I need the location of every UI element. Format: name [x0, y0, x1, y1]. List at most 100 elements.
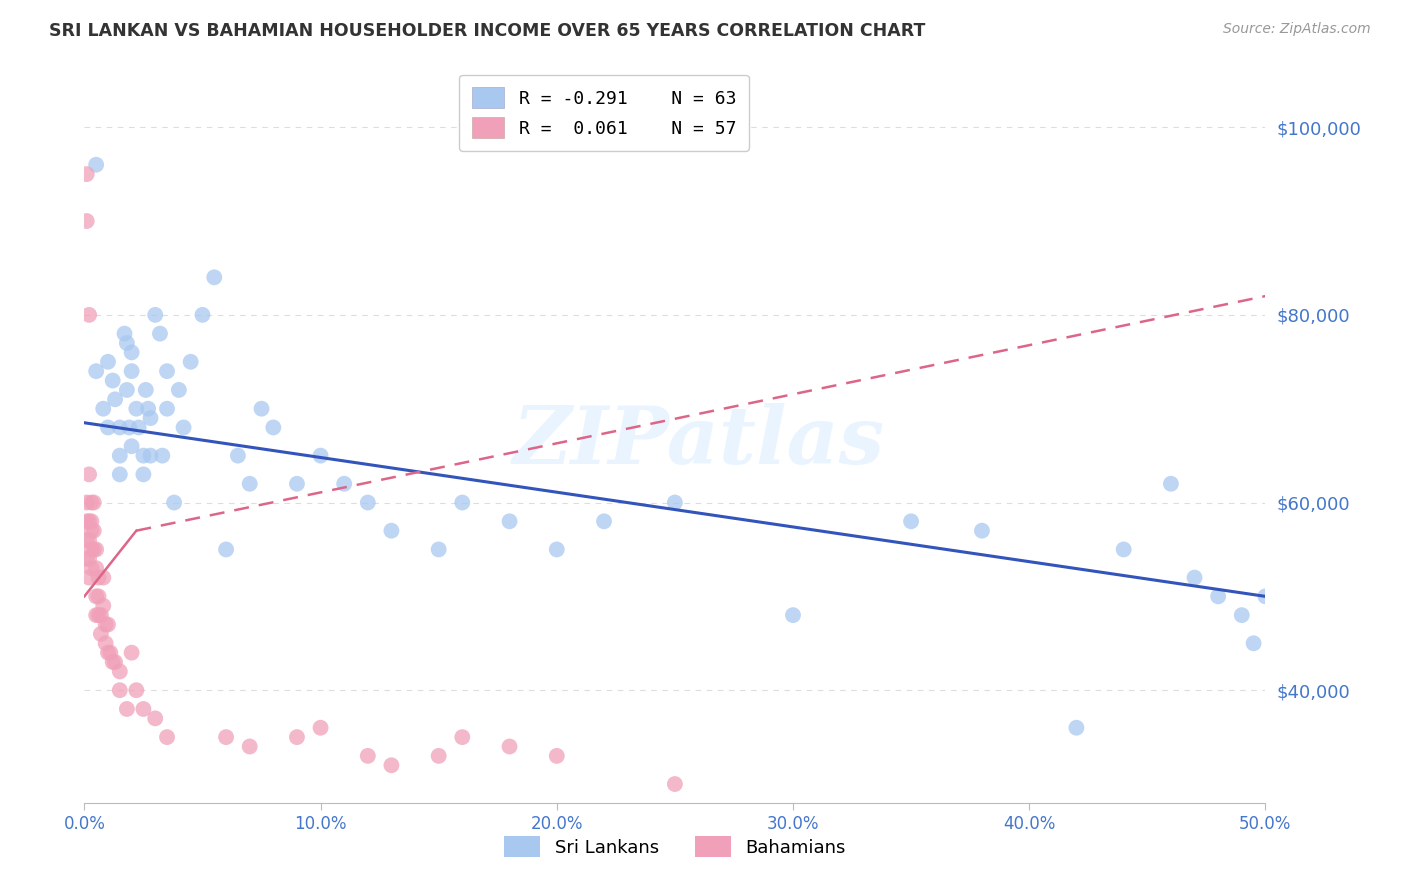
- Point: [136, 401, 159, 416]
- Point: [118, 420, 141, 434]
- Point: [451, 495, 474, 509]
- Point: [87, 571, 110, 585]
- Point: [498, 514, 520, 528]
- Point: [84, 561, 107, 575]
- Point: [121, 345, 143, 359]
- Point: [94, 617, 117, 632]
- Point: [121, 439, 143, 453]
- Point: [114, 326, 136, 341]
- Point: [80, 495, 103, 509]
- Point: [77, 571, 100, 585]
- Point: [80, 561, 103, 575]
- Point: [76, 167, 98, 181]
- Point: [380, 758, 402, 772]
- Point: [167, 383, 190, 397]
- Point: [156, 401, 179, 416]
- Point: [156, 364, 179, 378]
- Point: [83, 524, 105, 538]
- Point: [98, 646, 121, 660]
- Point: [191, 308, 214, 322]
- Point: [664, 495, 686, 509]
- Point: [1066, 721, 1088, 735]
- Point: [250, 401, 273, 416]
- Point: [76, 514, 98, 528]
- Point: [83, 495, 105, 509]
- Point: [215, 730, 238, 744]
- Point: [108, 420, 131, 434]
- Point: [139, 449, 162, 463]
- Point: [80, 514, 103, 528]
- Point: [1206, 590, 1229, 604]
- Point: [115, 336, 138, 351]
- Text: SRI LANKAN VS BAHAMIAN HOUSEHOLDER INCOME OVER 65 YEARS CORRELATION CHART: SRI LANKAN VS BAHAMIAN HOUSEHOLDER INCOM…: [49, 22, 925, 40]
- Point: [970, 524, 993, 538]
- Point: [132, 467, 155, 482]
- Point: [101, 374, 124, 388]
- Point: [546, 542, 568, 557]
- Point: [1160, 476, 1182, 491]
- Legend: Sri Lankans, Bahamians: Sri Lankans, Bahamians: [495, 827, 855, 866]
- Point: [97, 355, 120, 369]
- Point: [1184, 571, 1206, 585]
- Point: [91, 401, 114, 416]
- Point: [76, 533, 98, 547]
- Point: [1254, 590, 1277, 604]
- Point: [900, 514, 922, 528]
- Point: [104, 392, 127, 407]
- Point: [115, 702, 138, 716]
- Point: [84, 158, 107, 172]
- Point: [97, 420, 120, 434]
- Point: [121, 364, 143, 378]
- Point: [94, 636, 117, 650]
- Point: [80, 542, 103, 557]
- Point: [128, 420, 150, 434]
- Point: [239, 739, 262, 754]
- Point: [77, 533, 100, 547]
- Point: [202, 270, 225, 285]
- Point: [664, 777, 686, 791]
- Point: [427, 542, 450, 557]
- Point: [149, 326, 172, 341]
- Point: [125, 401, 148, 416]
- Point: [262, 420, 284, 434]
- Point: [90, 627, 112, 641]
- Point: [108, 683, 131, 698]
- Point: [180, 355, 202, 369]
- Point: [90, 608, 112, 623]
- Point: [115, 383, 138, 397]
- Point: [150, 449, 173, 463]
- Point: [309, 721, 332, 735]
- Text: ZIPatlas: ZIPatlas: [512, 403, 884, 480]
- Point: [76, 495, 98, 509]
- Point: [108, 449, 131, 463]
- Point: [84, 590, 107, 604]
- Point: [132, 702, 155, 716]
- Point: [77, 308, 100, 322]
- Point: [101, 655, 124, 669]
- Point: [97, 617, 120, 632]
- Point: [91, 571, 114, 585]
- Point: [285, 476, 308, 491]
- Point: [309, 449, 332, 463]
- Point: [77, 514, 100, 528]
- Point: [139, 411, 162, 425]
- Point: [135, 383, 157, 397]
- Point: [104, 655, 127, 669]
- Point: [143, 308, 166, 322]
- Point: [593, 514, 616, 528]
- Point: [84, 542, 107, 557]
- Point: [1112, 542, 1135, 557]
- Point: [782, 608, 804, 623]
- Point: [143, 711, 166, 725]
- Point: [97, 646, 120, 660]
- Point: [173, 420, 195, 434]
- Point: [546, 748, 568, 763]
- Point: [226, 449, 249, 463]
- Point: [76, 551, 98, 566]
- Point: [163, 495, 186, 509]
- Point: [156, 730, 179, 744]
- Point: [84, 608, 107, 623]
- Point: [357, 495, 380, 509]
- Point: [132, 449, 155, 463]
- Point: [285, 730, 308, 744]
